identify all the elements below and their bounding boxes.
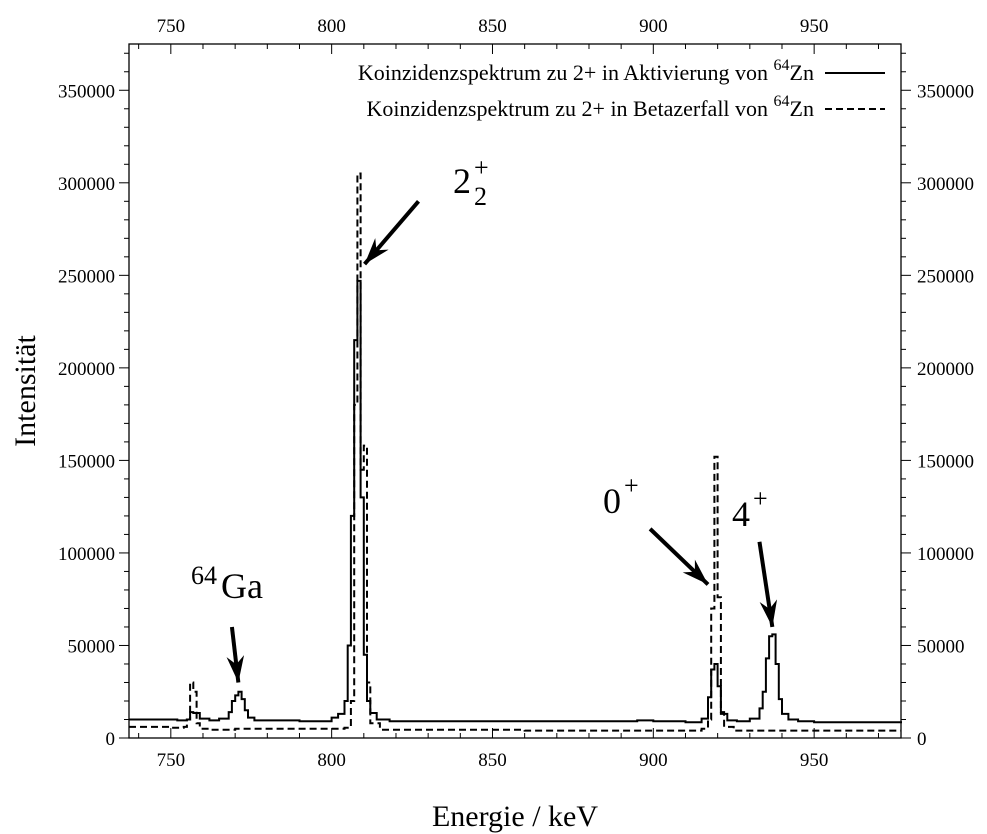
legend-entry-text: Koinzidenzspektrum zu 2+ in Aktivierung … bbox=[358, 57, 814, 85]
series-group bbox=[129, 172, 902, 732]
y-axis-title: Intensität bbox=[9, 335, 42, 447]
plot-frame bbox=[128, 43, 902, 739]
y-tick-label-right: 350000 bbox=[917, 81, 974, 102]
x-axis-title: Energie / keV bbox=[432, 800, 598, 833]
y-tick-label-left: 100000 bbox=[58, 544, 115, 565]
legend-entry-text: Koinzidenzspektrum zu 2+ in Betazerfall … bbox=[366, 93, 814, 121]
y-tick-label-left: 250000 bbox=[58, 266, 115, 287]
annotation-2plus-2-sub: 2 bbox=[474, 182, 487, 211]
x-tick-label-bottom: 750 bbox=[157, 750, 186, 771]
x-tick-label-bottom: 900 bbox=[639, 750, 668, 771]
y-tick-label-left: 0 bbox=[106, 729, 116, 750]
x-tick-label-top: 750 bbox=[157, 16, 186, 37]
annotation-64ga-sup: 64 bbox=[191, 561, 217, 590]
legend: Koinzidenzspektrum zu 2+ in Aktivierung … bbox=[358, 57, 885, 121]
annotation-0plus: 0 bbox=[603, 481, 621, 521]
x-tick-label-bottom: 950 bbox=[800, 750, 829, 771]
arrow-4plus-head bbox=[759, 599, 778, 627]
annotation-64ga: Ga bbox=[221, 566, 263, 606]
y-tick-label-right: 200000 bbox=[917, 359, 974, 380]
annotation-4plus: 4 bbox=[732, 494, 750, 534]
x-tick-label-top: 850 bbox=[478, 16, 507, 37]
y-tick-label-left: 50000 bbox=[68, 636, 116, 657]
annotations-group: 2 +264 Ga0 +4 + bbox=[191, 153, 778, 683]
arrow-0plus-head bbox=[682, 559, 708, 585]
y-tick-label-right: 100000 bbox=[917, 544, 974, 565]
y-tick-label-right: 250000 bbox=[917, 266, 974, 287]
y-tick-label-right: 150000 bbox=[917, 451, 974, 472]
series-line-betazerfall bbox=[129, 172, 901, 732]
x-tick-label-top: 900 bbox=[639, 16, 668, 37]
y-tick-label-right: 300000 bbox=[917, 174, 974, 195]
y-tick-label-left: 200000 bbox=[58, 359, 115, 380]
annotation-2plus-2: 2 bbox=[453, 161, 471, 201]
y-tick-label-left: 150000 bbox=[58, 451, 115, 472]
y-tick-label-right: 0 bbox=[917, 729, 927, 750]
arrow-2plus-2-head bbox=[364, 238, 389, 265]
plot-border bbox=[128, 43, 902, 739]
series-line-aktivierung bbox=[129, 279, 902, 724]
x-tick-label-bottom: 850 bbox=[478, 750, 507, 771]
y-tick-label-left: 350000 bbox=[58, 81, 115, 102]
annotation-0plus-sup: + bbox=[624, 471, 639, 500]
y-tick-label-left: 300000 bbox=[58, 174, 115, 195]
axis-ticks: 750 750 800 800 850 850 900 900 950 950 0 0 50000 500… bbox=[58, 16, 974, 771]
arrow-64ga-head bbox=[226, 655, 245, 683]
annotation-4plus-sup: + bbox=[753, 484, 768, 513]
x-tick-label-bottom: 800 bbox=[317, 750, 346, 771]
x-tick-label-top: 950 bbox=[800, 16, 829, 37]
x-tick-label-top: 800 bbox=[317, 16, 346, 37]
annotation-2plus-2-sup: + bbox=[474, 153, 489, 182]
y-tick-label-right: 50000 bbox=[917, 636, 965, 657]
